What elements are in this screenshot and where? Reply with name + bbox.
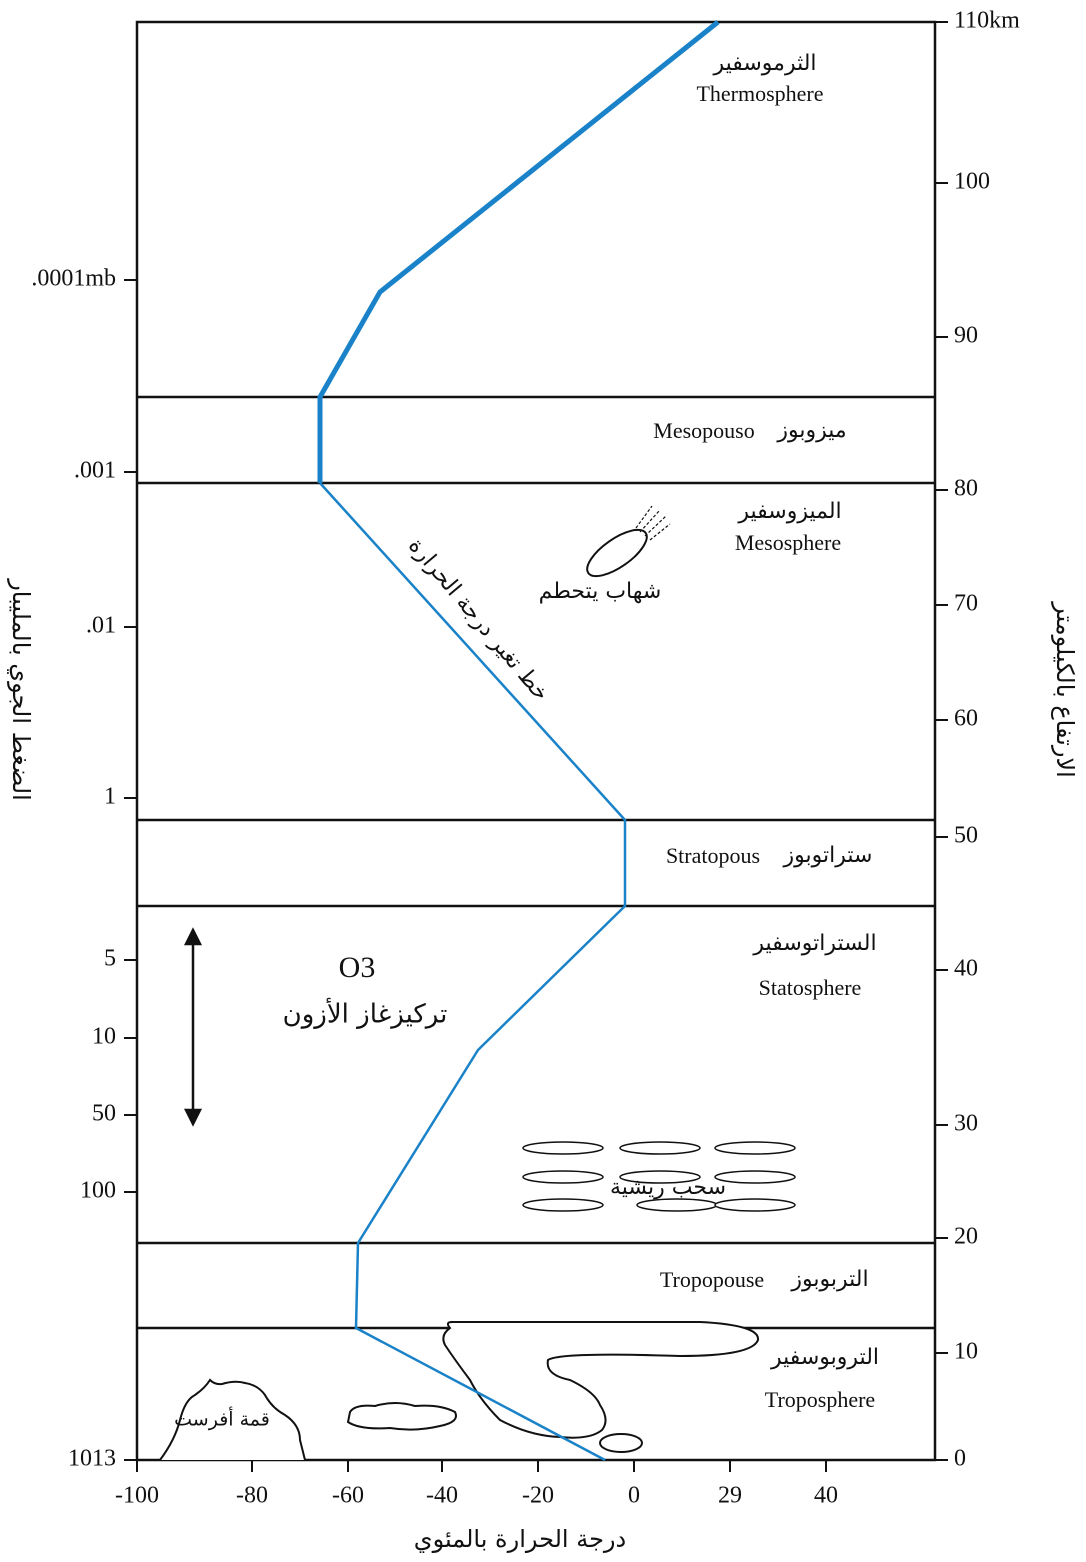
layer-english: Statosphere	[759, 975, 862, 1000]
right-tick-label: 40	[954, 956, 978, 982]
layer-english: Tropopouse	[660, 1267, 764, 1292]
right-axis-title: الارتفاع بالكيلومتر	[1051, 601, 1079, 778]
cumulus	[348, 1403, 456, 1430]
atmosphere-diagram: -100 -80 -60 -40 -20 0 29 40 درجة الحرارة بالمئو…	[0, 0, 1086, 1562]
left-tick-label: 1013	[68, 1446, 116, 1472]
right-tick-label: 50	[954, 823, 978, 849]
layer-english: Mesosphere	[735, 530, 841, 555]
right-tick-label: 30	[954, 1111, 978, 1137]
x-tick-label: -60	[332, 1483, 364, 1509]
layer-arabic: التربوبوز	[790, 1267, 868, 1292]
left-tick-label: 5	[104, 946, 116, 972]
layer-arabic: الميزوسفير	[737, 499, 841, 524]
temperature-line-upper	[320, 22, 718, 483]
layer-arabic: ميزوبوز	[776, 418, 846, 443]
right-tick-label: 90	[954, 323, 978, 349]
right-tick-label: 110km	[954, 8, 1020, 34]
cirrus-label: سحب ريشية	[610, 1175, 726, 1200]
ozone-arrow	[186, 930, 200, 1124]
cumulonimbus	[443, 1322, 758, 1438]
layer-arabic: التروبوسفير	[770, 1345, 879, 1370]
x-tick-label: -100	[115, 1483, 159, 1509]
layer-english: Troposphere	[765, 1387, 875, 1412]
meteor-label: شهاب يتحطم	[539, 579, 662, 604]
layer-english: Thermosphere	[696, 81, 823, 106]
right-tick-label: 10	[954, 1339, 978, 1365]
meteor	[580, 506, 670, 585]
ozone-label: تركيزغاز الأزون	[283, 997, 448, 1030]
left-tick-label: .0001mb	[31, 266, 116, 292]
right-tick-label: 20	[954, 1224, 978, 1250]
left-axis-title: الضغط الجوي بالمليبار	[7, 578, 35, 801]
left-tick-label: 1	[104, 784, 116, 810]
small-cloud	[600, 1434, 642, 1452]
plot-frame	[137, 22, 935, 1460]
right-tick-label: 0	[954, 1446, 966, 1472]
x-tick-label: 29	[718, 1483, 742, 1509]
layer-arabic: الستراتوسفير	[752, 931, 876, 956]
ozone-formula: O3	[339, 951, 376, 984]
layer-arabic: ستراتوبوز	[783, 843, 873, 868]
left-tick-label: .001	[74, 458, 116, 484]
left-tick-label: .01	[86, 613, 116, 639]
x-tick-label: -20	[522, 1483, 554, 1509]
x-tick-label: -40	[426, 1483, 458, 1509]
x-tick-label: 0	[628, 1483, 640, 1509]
right-tick-label: 60	[954, 706, 978, 732]
everest-label: قمة أفرست	[174, 1407, 270, 1431]
left-tick-label: 10	[92, 1024, 116, 1050]
left-tick-label: 100	[80, 1178, 116, 1204]
right-tick-label: 80	[954, 476, 978, 502]
right-tick-label: 70	[954, 591, 978, 617]
right-tick-label: 100	[954, 169, 990, 195]
left-tick-label: 50	[92, 1101, 116, 1127]
x-tick-label: -80	[236, 1483, 268, 1509]
layer-english: Mesopouso	[653, 418, 754, 443]
x-tick-label: 40	[814, 1483, 838, 1509]
temperature-line-label: خط تغير درجة الحرارة	[403, 533, 553, 706]
layer-english: Stratopous	[666, 843, 760, 868]
x-axis-title: درجة الحرارة بالمئوي	[414, 1525, 626, 1553]
layer-arabic: الثرموسفير	[712, 51, 816, 76]
